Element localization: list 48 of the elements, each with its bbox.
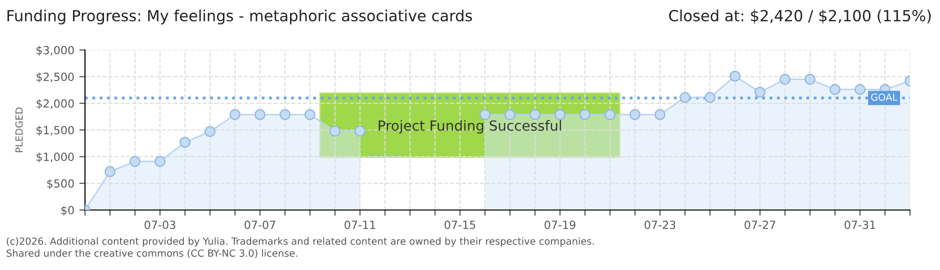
y-axis-title: PLEDGED bbox=[15, 108, 23, 152]
point bbox=[354, 126, 366, 136]
point bbox=[104, 166, 116, 178]
point bbox=[630, 109, 640, 120]
point bbox=[830, 84, 840, 95]
point bbox=[530, 109, 540, 120]
point bbox=[504, 109, 516, 120]
point bbox=[854, 84, 866, 95]
point bbox=[154, 156, 166, 167]
point bbox=[480, 109, 490, 120]
ref-line-label: GOAL bbox=[871, 93, 898, 101]
y-tick-label: $0 bbox=[61, 206, 74, 216]
x-tick-label: 07-11 bbox=[344, 220, 376, 230]
point bbox=[254, 109, 266, 120]
point bbox=[704, 92, 716, 103]
y-tick-label: $1,000 bbox=[36, 152, 74, 163]
point bbox=[754, 86, 766, 98]
point bbox=[180, 136, 190, 148]
point bbox=[204, 126, 216, 138]
x-tick-label: 07-15 bbox=[444, 220, 476, 230]
x-tick-label: 07-03 bbox=[144, 220, 176, 230]
x-tick-label: 07-19 bbox=[544, 220, 576, 230]
point bbox=[554, 109, 566, 120]
point bbox=[280, 109, 290, 120]
point bbox=[780, 74, 790, 85]
x-tick-label: 07-31 bbox=[844, 220, 876, 230]
point bbox=[230, 109, 240, 120]
point bbox=[580, 109, 590, 120]
chart-title: Funding Progress: My feelings - metaphoric associative cards bbox=[8, 10, 472, 24]
x-tick-label: 07-27 bbox=[744, 220, 776, 230]
text: Shared under the creative commons (CC BY-NC 3.0) license. bbox=[6, 249, 298, 258]
y-tick-label: $3,000 bbox=[36, 46, 74, 56]
point bbox=[330, 126, 340, 136]
y-tick-label: $1,500 bbox=[36, 126, 74, 136]
y-tick-label: $500 bbox=[47, 179, 74, 190]
y-tick-label: $2,500 bbox=[36, 72, 74, 83]
point bbox=[804, 74, 816, 85]
y-tick-label: $2,000 bbox=[36, 99, 74, 110]
point bbox=[604, 109, 616, 120]
point bbox=[130, 156, 140, 167]
point bbox=[730, 70, 740, 82]
x-tick-label: 07-07 bbox=[244, 220, 276, 230]
point bbox=[654, 109, 666, 120]
point bbox=[304, 109, 316, 120]
x-tick-label: 07-23 bbox=[644, 220, 676, 230]
text: (c)2026. Additional content provided by Yulia. Trademarks and related content are owned by their respective companies. bbox=[6, 237, 594, 247]
chart-subtitle: Closed at: $2,420 / $2,100 (115%) bbox=[669, 10, 931, 24]
point bbox=[680, 92, 690, 103]
